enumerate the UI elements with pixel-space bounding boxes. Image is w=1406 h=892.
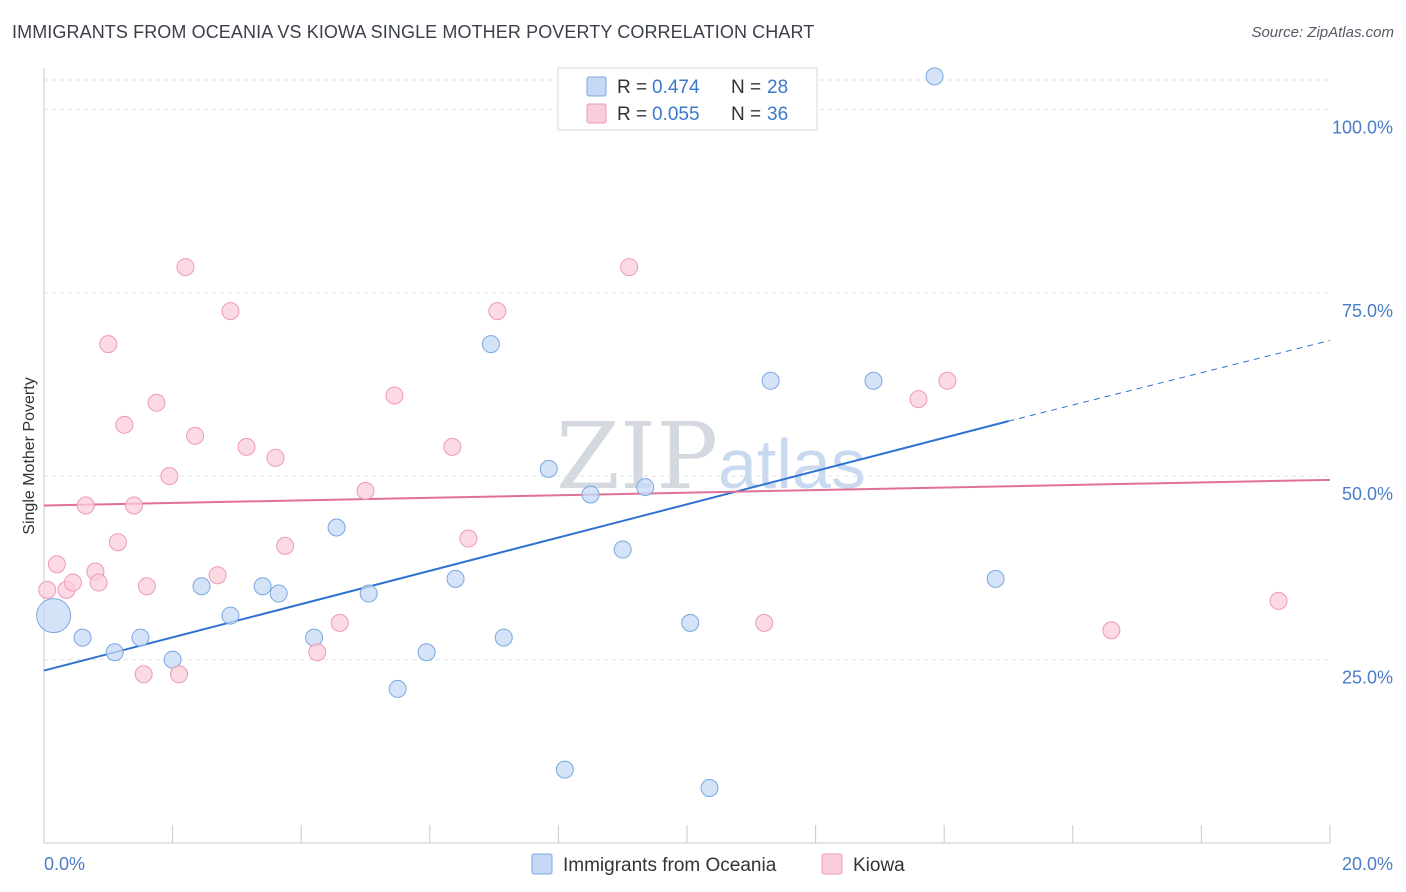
legend-swatch-pink bbox=[586, 103, 607, 124]
point-oceania-8 bbox=[269, 584, 288, 603]
point-oceania-19 bbox=[581, 485, 600, 504]
point-oceania-15 bbox=[481, 335, 500, 354]
point-kiowa-33 bbox=[938, 371, 957, 390]
point-oceania-0 bbox=[36, 598, 72, 634]
y-tick-label-100: 100.0% bbox=[1332, 117, 1393, 137]
point-kiowa-6 bbox=[89, 573, 108, 592]
point-kiowa-32 bbox=[909, 390, 928, 409]
legend-r-value-1: 0.474 bbox=[652, 77, 700, 98]
point-kiowa-0 bbox=[38, 580, 57, 599]
point-oceania-11 bbox=[359, 584, 378, 603]
bottom-legend-swatch-kiowa bbox=[821, 853, 843, 875]
point-oceania-17 bbox=[539, 459, 558, 478]
bottom-legend-label-kiowa: Kiowa bbox=[853, 855, 905, 876]
point-oceania-2 bbox=[105, 643, 124, 662]
trend-line-oceania bbox=[43, 420, 1009, 672]
point-oceania-24 bbox=[761, 371, 780, 390]
axes bbox=[43, 68, 1331, 844]
y-tick-label-50: 50.0% bbox=[1342, 484, 1393, 504]
point-oceania-14 bbox=[446, 569, 465, 588]
y-axis-title: Single Mother Poverty bbox=[21, 377, 38, 534]
point-oceania-7 bbox=[253, 577, 272, 596]
point-kiowa-1 bbox=[47, 555, 66, 574]
point-kiowa-8 bbox=[108, 533, 127, 552]
point-kiowa-15 bbox=[170, 665, 189, 684]
point-oceania-23 bbox=[700, 778, 719, 797]
point-kiowa-7 bbox=[99, 335, 118, 354]
point-kiowa-9 bbox=[115, 415, 134, 434]
point-kiowa-11 bbox=[134, 665, 153, 684]
bottom-legend-swatch-oceania bbox=[531, 853, 553, 875]
legend-r-value-2: 0.055 bbox=[652, 104, 700, 125]
legend-n-value-1: 28 bbox=[767, 77, 788, 98]
point-kiowa-29 bbox=[488, 302, 507, 321]
legend-swatch-blue bbox=[586, 76, 607, 97]
point-kiowa-34 bbox=[1102, 621, 1121, 640]
point-oceania-1 bbox=[73, 628, 92, 647]
point-oceania-16 bbox=[494, 628, 513, 647]
legend-n-label-1: N = bbox=[731, 77, 761, 98]
point-oceania-18 bbox=[555, 760, 574, 779]
point-kiowa-12 bbox=[137, 577, 156, 596]
point-kiowa-14 bbox=[160, 467, 179, 486]
point-oceania-5 bbox=[192, 577, 211, 596]
data-points bbox=[36, 67, 1288, 797]
source-label: Source: ZipAtlas.com bbox=[1251, 24, 1394, 41]
point-oceania-21 bbox=[636, 478, 655, 497]
point-oceania-26 bbox=[925, 67, 944, 86]
legend-r-label-1: R = bbox=[617, 77, 647, 98]
legend-n-value-2: 36 bbox=[767, 104, 788, 125]
point-oceania-3 bbox=[131, 628, 150, 647]
point-oceania-27 bbox=[986, 569, 1005, 588]
grid-lines bbox=[44, 79, 1330, 661]
point-oceania-20 bbox=[613, 540, 632, 559]
trend-lines bbox=[43, 339, 1331, 672]
point-kiowa-18 bbox=[208, 566, 227, 585]
point-kiowa-27 bbox=[443, 437, 462, 456]
point-kiowa-25 bbox=[356, 481, 375, 500]
point-kiowa-30 bbox=[620, 258, 639, 277]
bottom-legend-label-oceania: Immigrants from Oceania bbox=[563, 855, 777, 876]
point-kiowa-3 bbox=[63, 573, 82, 592]
point-oceania-13 bbox=[417, 643, 436, 662]
trend-line-oceania-extension bbox=[1008, 339, 1331, 422]
x-tick-label-min: 0.0% bbox=[44, 854, 85, 874]
point-kiowa-31 bbox=[755, 613, 774, 632]
chart-title: IMMIGRANTS FROM OCEANIA VS KIOWA SINGLE … bbox=[12, 22, 815, 42]
point-kiowa-35 bbox=[1269, 591, 1288, 610]
point-kiowa-24 bbox=[330, 613, 349, 632]
point-kiowa-28 bbox=[459, 529, 478, 548]
point-kiowa-23 bbox=[308, 643, 327, 662]
point-kiowa-19 bbox=[221, 302, 240, 321]
point-kiowa-4 bbox=[76, 496, 95, 515]
point-kiowa-16 bbox=[176, 258, 195, 277]
point-kiowa-26 bbox=[385, 386, 404, 405]
point-oceania-10 bbox=[327, 518, 346, 537]
legend: R = 0.474 N = 28 R = 0.055 N = 36 bbox=[557, 67, 818, 131]
bottom-legend: Immigrants from Oceania Kiowa bbox=[531, 853, 905, 876]
tick-labels: 25.0% 50.0% 75.0% 100.0% 0.0% 20.0% bbox=[44, 117, 1393, 874]
point-kiowa-22 bbox=[276, 536, 295, 555]
x-tick-label-max: 20.0% bbox=[1342, 854, 1393, 874]
point-kiowa-20 bbox=[237, 437, 256, 456]
legend-n-label-2: N = bbox=[731, 104, 761, 125]
point-kiowa-13 bbox=[147, 393, 166, 412]
point-oceania-12 bbox=[388, 679, 407, 698]
point-kiowa-17 bbox=[186, 426, 205, 445]
y-tick-label-75: 75.0% bbox=[1342, 301, 1393, 321]
legend-r-label-2: R = bbox=[617, 104, 647, 125]
trend-line-kiowa bbox=[43, 478, 1331, 507]
point-oceania-9 bbox=[305, 628, 324, 647]
point-kiowa-21 bbox=[266, 448, 285, 467]
point-kiowa-10 bbox=[125, 496, 144, 515]
point-oceania-25 bbox=[864, 371, 883, 390]
point-oceania-22 bbox=[681, 613, 700, 632]
y-tick-label-25: 25.0% bbox=[1342, 668, 1393, 688]
point-oceania-6 bbox=[221, 606, 240, 625]
